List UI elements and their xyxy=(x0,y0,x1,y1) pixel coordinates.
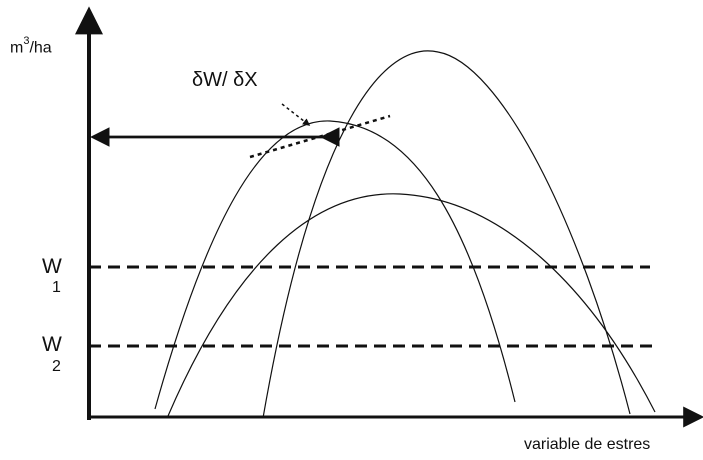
w2-label: W xyxy=(42,333,62,356)
w1-label: W xyxy=(42,255,62,278)
derivative-pointer xyxy=(281,103,311,126)
production-curve-wide xyxy=(167,193,656,417)
derivative-label: δW/ δX xyxy=(192,69,258,91)
x-axis-label: variable de estres xyxy=(524,436,651,453)
y-axis-label: m3/ha xyxy=(10,35,52,57)
w1-subscript: 1 xyxy=(52,279,61,296)
w2-subscript: 2 xyxy=(52,358,61,375)
tangent-line xyxy=(249,114,391,159)
production-curve-tallest xyxy=(262,50,631,419)
production-curve-left xyxy=(154,120,516,410)
